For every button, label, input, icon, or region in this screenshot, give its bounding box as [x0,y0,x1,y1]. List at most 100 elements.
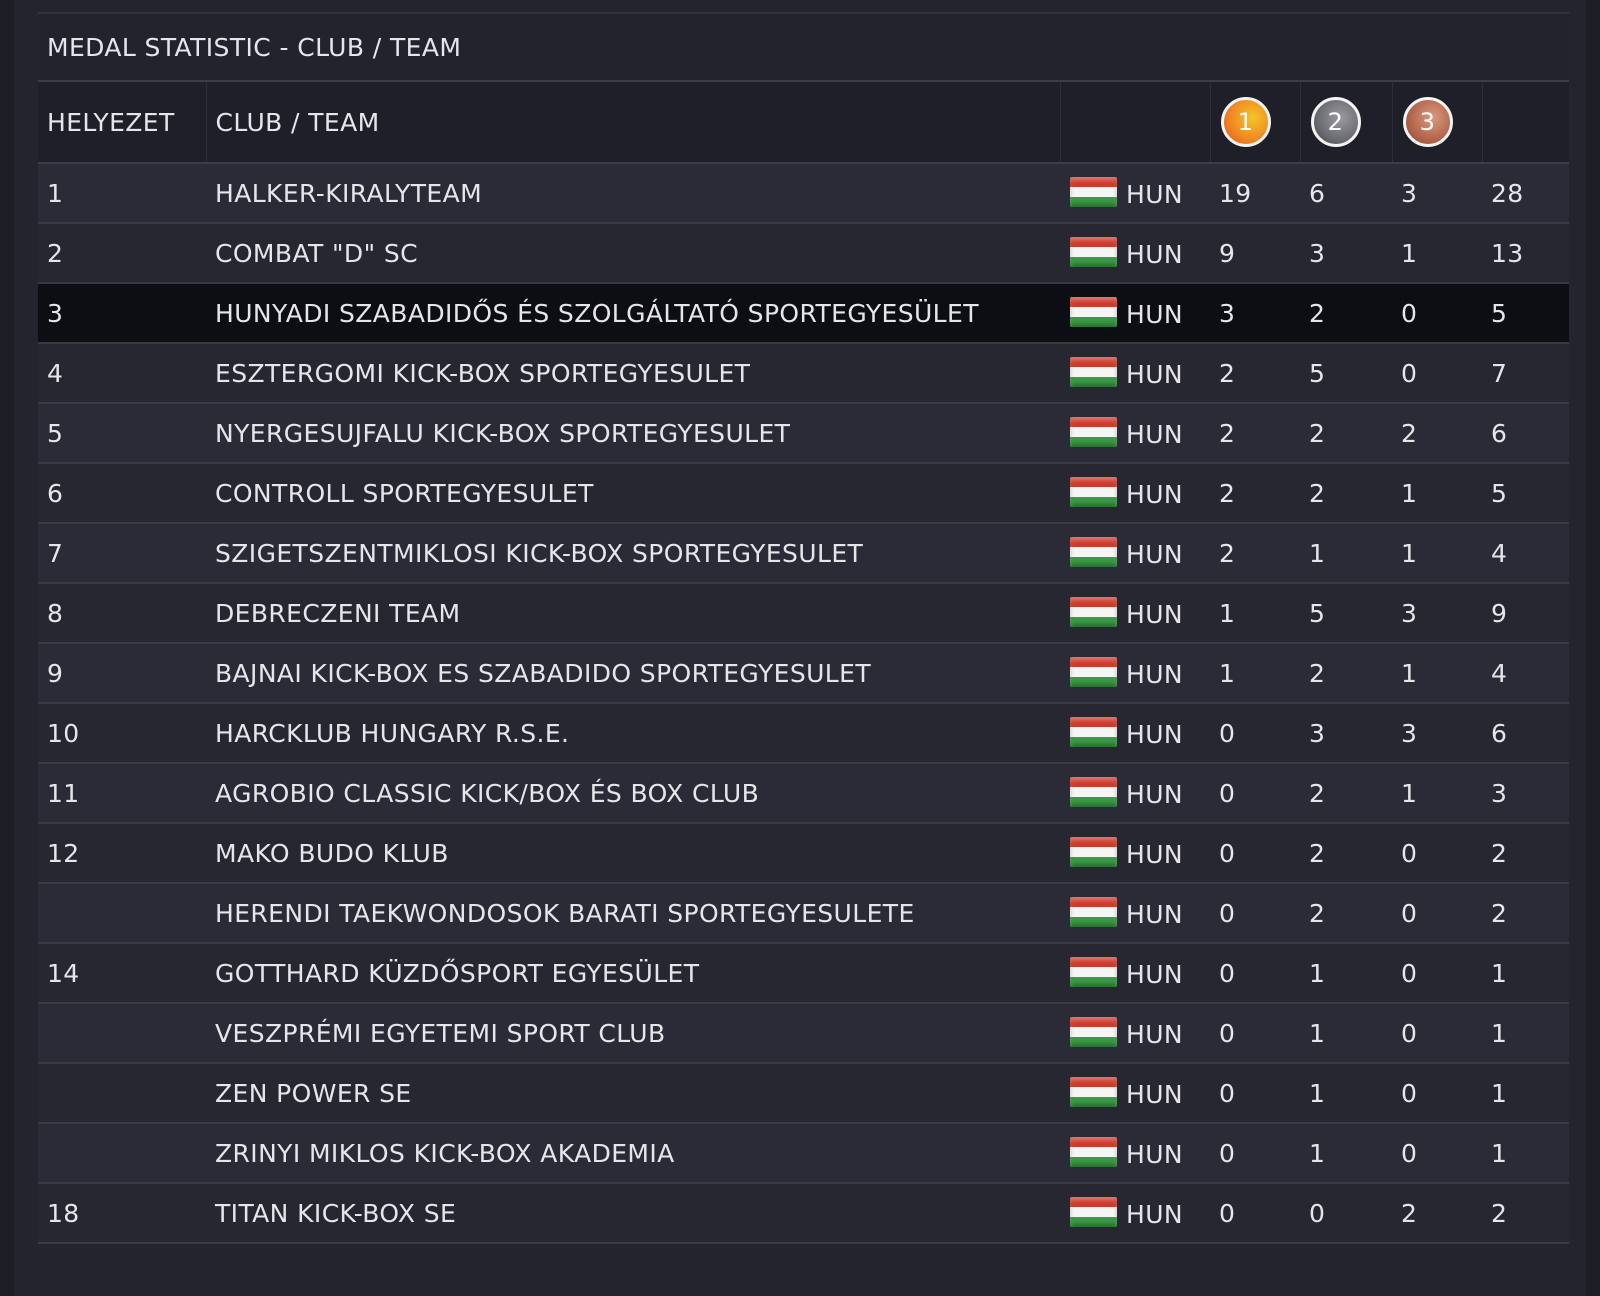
country-cell: HUN [1060,823,1210,884]
country-cell: HUN [1060,643,1210,704]
table-row[interactable]: 8 DEBRECZENI TEAM HUN 1 5 3 9 [38,583,1570,644]
gold-count: 0 [1210,943,1300,1004]
country-cell: HUN [1060,343,1210,404]
gold-count: 2 [1210,343,1300,404]
club-name[interactable]: AGROBIO CLASSIC KICK/BOX ÉS BOX CLUB [206,763,1060,824]
rank-cell: 3 [38,283,206,344]
silver-count: 2 [1300,883,1392,944]
club-name[interactable]: HARCKLUB HUNGARY R.S.E. [206,703,1060,764]
table-row[interactable]: ZEN POWER SE HUN 0 1 0 1 [38,1063,1570,1124]
header-rank[interactable]: HELYEZET [38,81,207,164]
club-name[interactable]: HUNYADI SZABADIDŐS ÉS SZOLGÁLTATÓ SPORTE… [206,283,1060,344]
hungary-flag-icon [1070,777,1117,807]
country-cell: HUN [1060,1183,1210,1244]
table-row[interactable]: 14 GOTTHARD KÜZDŐSPORT EGYESÜLET HUN 0 1 0 1 [38,943,1570,1004]
table-row[interactable]: 7 SZIGETSZENTMIKLOSI KICK-BOX SPORTEGYESU… [38,523,1570,584]
total-count: 4 [1482,643,1570,704]
table-row[interactable]: 2 COMBAT "D" SC HUN 9 3 1 13 [38,223,1570,284]
club-name[interactable]: ESZTERGOMI KICK-BOX SPORTEGYESULET [206,343,1060,404]
bronze-count: 1 [1392,523,1482,584]
club-name[interactable]: MAKO BUDO KLUB [206,823,1060,884]
club-name[interactable]: BAJNAI KICK-BOX ES SZABADIDO SPORTEGYESU… [206,643,1060,704]
club-name[interactable]: HERENDI TAEKWONDOSOK BARATI SPORTEGYESUL… [206,883,1060,944]
header-gold[interactable]: 1 [1210,81,1301,164]
silver-count: 2 [1300,763,1392,824]
country-cell: HUN [1060,223,1210,284]
club-name[interactable]: CONTROLL SPORTEGYESULET [206,463,1060,524]
header-total [1482,81,1570,164]
table-row[interactable]: ZRINYI MIKLOS KICK-BOX AKADEMIA HUN 0 1 0 1 [38,1123,1570,1184]
table-row[interactable]: 4 ESZTERGOMI KICK-BOX SPORTEGYESULET HUN 2 5… [38,343,1570,404]
club-name[interactable]: ZRINYI MIKLOS KICK-BOX AKADEMIA [206,1123,1060,1184]
country-cell: HUN [1060,163,1210,224]
table-row[interactable]: 6 CONTROLL SPORTEGYESULET HUN 2 2 1 5 [38,463,1570,524]
club-name[interactable]: GOTTHARD KÜZDŐSPORT EGYESÜLET [206,943,1060,1004]
table-header-row: HELYEZET CLUB / TEAM 1 2 3 [38,81,1570,164]
table-row[interactable]: 5 NYERGESUJFALU KICK-BOX SPORTEGYESULET HU… [38,403,1570,464]
hungary-flag-icon [1070,1137,1117,1167]
silver-count: 1 [1300,1063,1392,1124]
club-name[interactable]: TITAN KICK-BOX SE [206,1183,1060,1244]
country-code: HUN [1126,300,1183,329]
table-row[interactable]: VESZPRÉMI EGYETEMI SPORT CLUB HUN 0 1 0 1 [38,1003,1570,1064]
country-code: HUN [1126,1020,1183,1049]
total-count: 5 [1482,283,1570,344]
club-name[interactable]: SZIGETSZENTMIKLOSI KICK-BOX SPORTEGYESUL… [206,523,1060,584]
club-name[interactable]: NYERGESUJFALU KICK-BOX SPORTEGYESULET [206,403,1060,464]
hungary-flag-icon [1070,657,1117,687]
gold-count: 0 [1210,823,1300,884]
country-cell: HUN [1060,763,1210,824]
hungary-flag-icon [1070,597,1117,627]
country-cell: HUN [1060,523,1210,584]
gold-count: 2 [1210,463,1300,524]
country-code: HUN [1126,540,1183,569]
medal-statistic-table: MEDAL STATISTIC - CLUB / TEAM HELYEZET C… [38,12,1570,1244]
rank-cell [38,883,206,944]
gold-count: 0 [1210,763,1300,824]
table-row[interactable]: 9 BAJNAI KICK-BOX ES SZABADIDO SPORTEGYES… [38,643,1570,704]
total-count: 5 [1482,463,1570,524]
gold-count: 2 [1210,403,1300,464]
table-row[interactable]: 12 MAKO BUDO KLUB HUN 0 2 0 2 [38,823,1570,884]
country-code: HUN [1126,780,1183,809]
silver-count: 3 [1300,703,1392,764]
table-row[interactable]: HERENDI TAEKWONDOSOK BARATI SPORTEGYESUL… [38,883,1570,944]
country-cell: HUN [1060,943,1210,1004]
rank-cell [38,1123,206,1184]
bronze-medal-icon: 3 [1402,97,1453,147]
table-row[interactable]: 18 TITAN KICK-BOX SE HUN 0 0 2 2 [38,1183,1570,1244]
table-row[interactable]: 11 AGROBIO CLASSIC KICK/BOX ÉS BOX CLUB HU… [38,763,1570,824]
silver-count: 2 [1300,283,1392,344]
rank-cell: 7 [38,523,206,584]
country-cell: HUN [1060,1003,1210,1064]
country-code: HUN [1126,1140,1183,1169]
header-bronze[interactable]: 3 [1392,81,1483,164]
bronze-count: 0 [1392,943,1482,1004]
gold-count: 0 [1210,1063,1300,1124]
table-row[interactable]: 3 HUNYADI SZABADIDŐS ÉS SZOLGÁLTATÓ SPORT… [38,283,1570,344]
header-club[interactable]: CLUB / TEAM [206,81,1061,164]
club-name[interactable]: ZEN POWER SE [206,1063,1060,1124]
hungary-flag-icon [1070,237,1117,267]
bronze-count: 1 [1392,643,1482,704]
table-row[interactable]: 10 HARCKLUB HUNGARY R.S.E. HUN 0 3 3 6 [38,703,1570,764]
header-silver[interactable]: 2 [1300,81,1393,164]
country-code: HUN [1126,1080,1183,1109]
country-cell: HUN [1060,403,1210,464]
club-name[interactable]: DEBRECZENI TEAM [206,583,1060,644]
hungary-flag-icon [1070,357,1117,387]
gold-count: 0 [1210,1183,1300,1244]
silver-count: 5 [1300,583,1392,644]
club-name[interactable]: HALKER-KIRALYTEAM [206,163,1060,224]
country-code: HUN [1126,180,1183,209]
club-name[interactable]: VESZPRÉMI EGYETEMI SPORT CLUB [206,1003,1060,1064]
country-code: HUN [1126,720,1183,749]
rank-cell: 14 [38,943,206,1004]
silver-count: 1 [1300,943,1392,1004]
table-row[interactable]: 1 HALKER-KIRALYTEAM HUN 19 6 3 28 [38,163,1570,224]
country-cell: HUN [1060,883,1210,944]
silver-count: 3 [1300,223,1392,284]
country-cell: HUN [1060,1123,1210,1184]
club-name[interactable]: COMBAT "D" SC [206,223,1060,284]
country-code: HUN [1126,840,1183,869]
